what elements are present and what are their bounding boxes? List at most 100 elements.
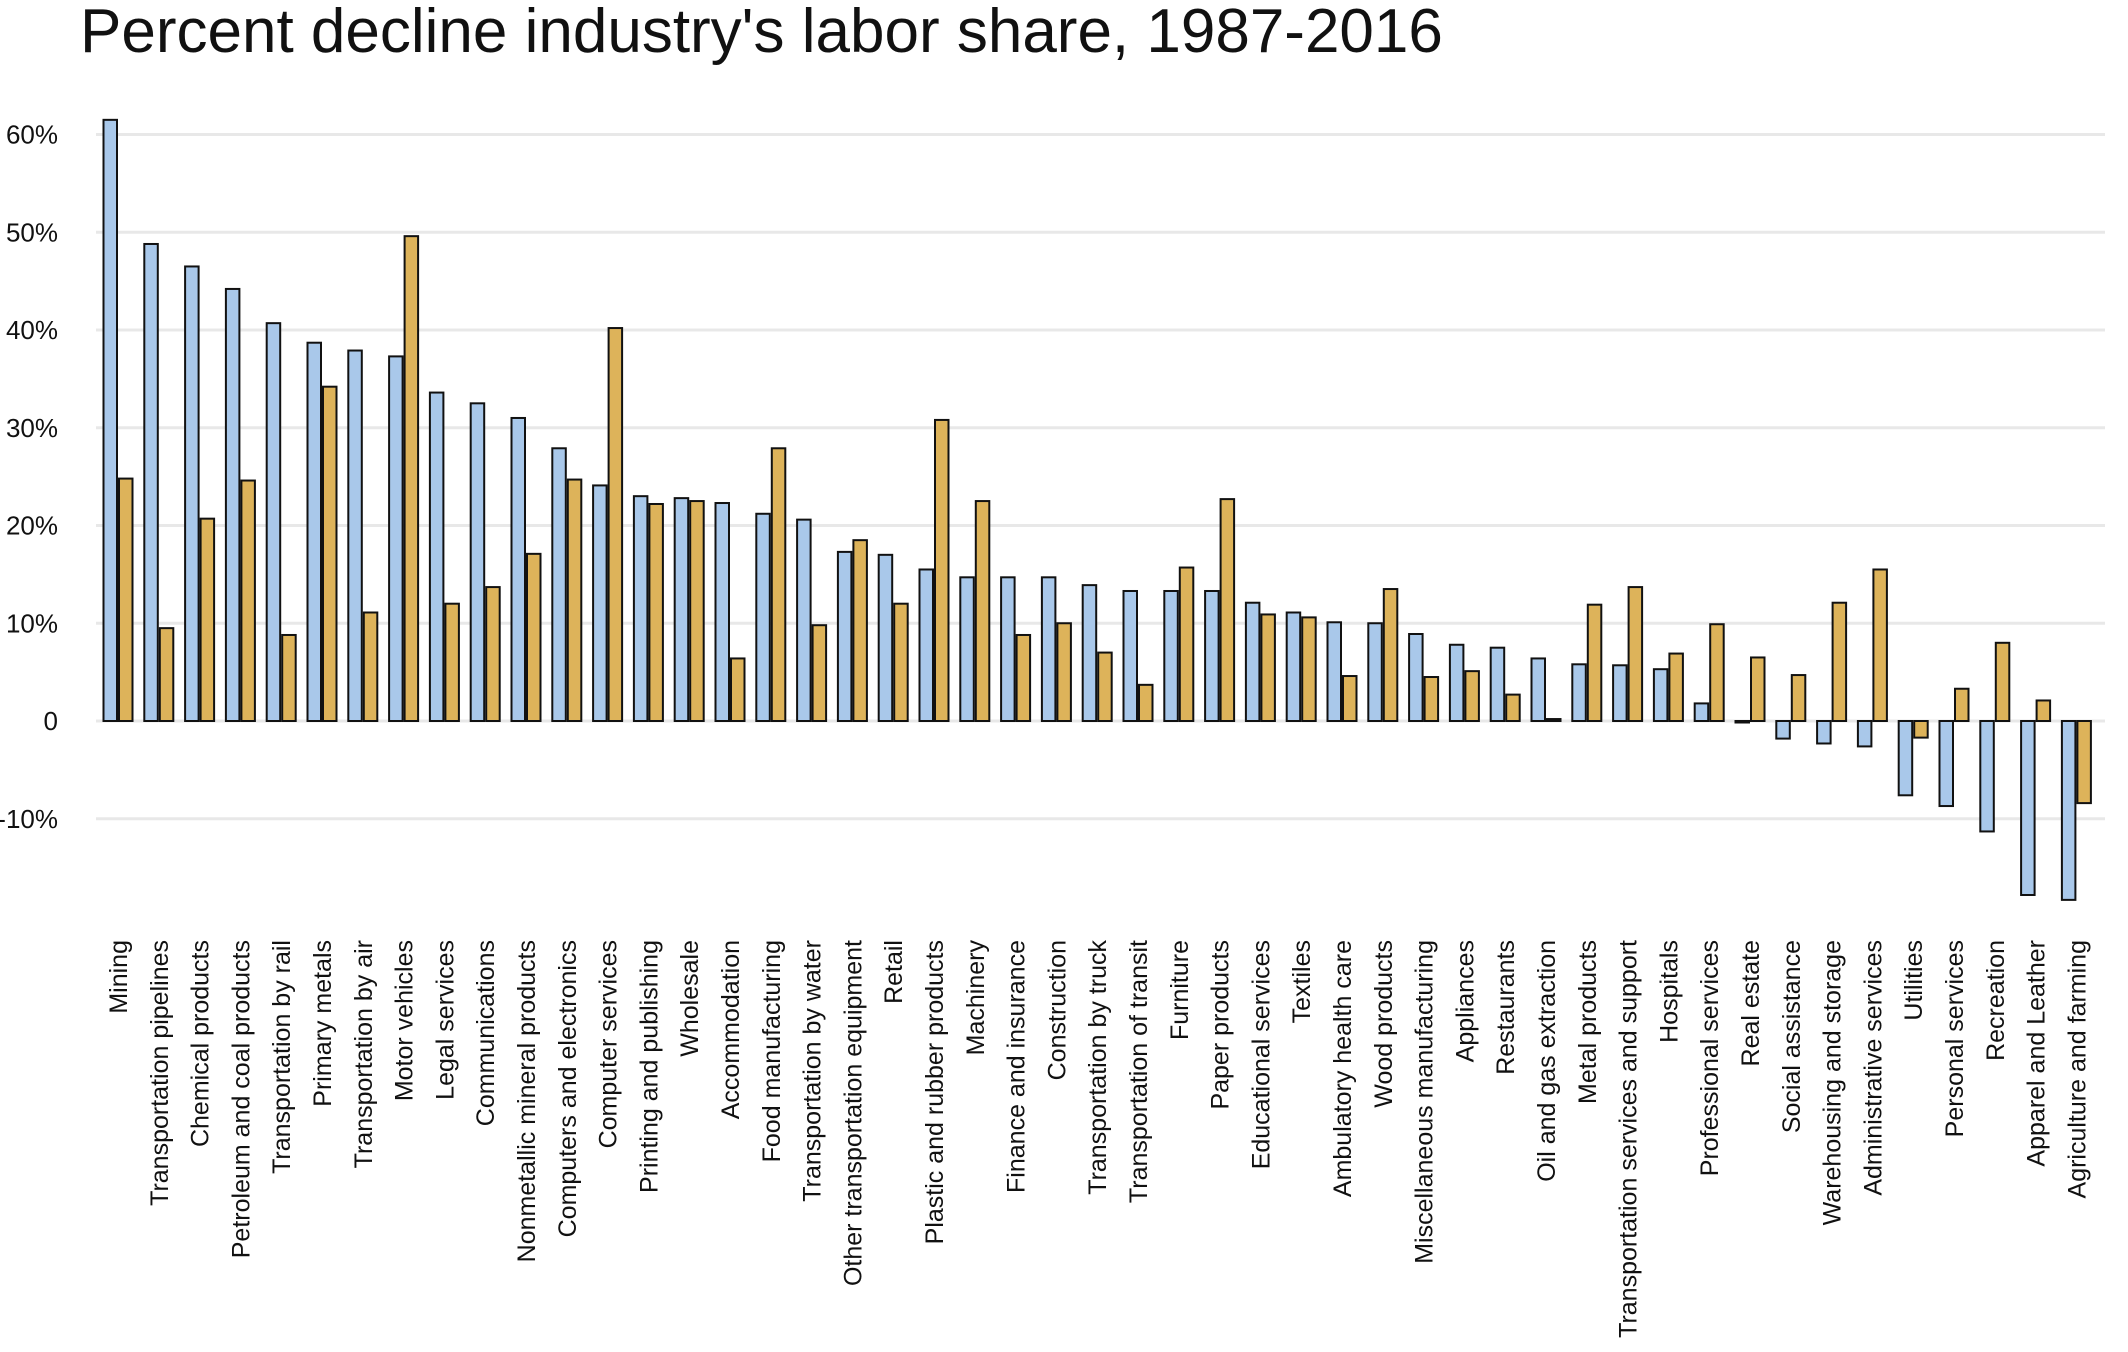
bar-series-2 <box>1913 720 1929 739</box>
bar-series-2 <box>1546 718 1562 722</box>
bar-series-2 <box>199 517 216 722</box>
bar-series-2 <box>1097 651 1113 723</box>
category-label: Apparel and Leather <box>2023 940 2051 1167</box>
category-label: Transportation by air <box>350 940 378 1168</box>
bar-series-1 <box>306 341 322 722</box>
bar-series-1 <box>1408 633 1424 722</box>
category-label: Nonmetallic mineral products <box>513 940 541 1262</box>
bar-series-2 <box>1831 601 1848 722</box>
bar-series-1 <box>551 447 567 722</box>
bar-series-2 <box>689 500 705 722</box>
category-label: Educational services <box>1247 940 1275 1169</box>
bar-series-2 <box>1260 613 1276 723</box>
bar-series-1 <box>510 416 526 722</box>
bar-series-2 <box>322 385 338 722</box>
category-label: Accommodation <box>717 940 745 1119</box>
category-label: Paper products <box>1207 940 1235 1110</box>
bar-series-1 <box>1122 589 1138 722</box>
bar-series-1 <box>1285 611 1302 722</box>
bar-series-2 <box>1954 687 1970 722</box>
bar-series-2 <box>1342 675 1358 722</box>
category-label: Computers and electronics <box>554 940 582 1237</box>
category-label: Machinery <box>962 940 990 1056</box>
bar-series-2 <box>1464 670 1480 723</box>
bar-series-1 <box>1244 601 1261 722</box>
bar-series-2 <box>607 327 624 722</box>
bar-series-2 <box>893 602 909 723</box>
bar-series-1 <box>1489 646 1506 722</box>
category-label: Other transportation equipment <box>839 940 867 1286</box>
y-tick-label: 10% <box>6 608 58 638</box>
bar-series-2 <box>566 478 583 722</box>
bar-series-1 <box>2060 720 2077 901</box>
bar-series-2 <box>1750 656 1766 723</box>
bar-series-2 <box>1668 652 1684 722</box>
category-label: Wholesale <box>676 940 704 1057</box>
y-tick-label: 40% <box>6 315 58 345</box>
bar-series-2 <box>526 552 542 722</box>
bar-series-2 <box>403 235 420 722</box>
category-label: Motor vehicles <box>391 940 419 1101</box>
bars <box>102 118 2092 901</box>
category-label: Transportation by water <box>799 940 827 1202</box>
bar-series-1 <box>224 287 241 722</box>
bar-series-1 <box>1448 643 1465 723</box>
bar-series-1 <box>1734 720 1750 724</box>
bar-series-2 <box>2035 699 2052 722</box>
bar-series-1 <box>469 402 486 722</box>
bar-series-2 <box>648 502 664 722</box>
bar-series-1 <box>143 242 159 722</box>
bar-series-2 <box>1586 603 1603 722</box>
bar-series-1 <box>673 497 690 722</box>
y-tick-label: 30% <box>6 413 58 443</box>
category-label: Appliances <box>1451 940 1479 1062</box>
category-label: Personal services <box>1941 940 1969 1137</box>
bar-series-1 <box>388 355 404 722</box>
bar-series-1 <box>1938 720 1954 808</box>
bar-series-2 <box>1994 641 2011 722</box>
bar-series-2 <box>852 539 868 722</box>
bar-series-2 <box>1138 683 1154 723</box>
bar-series-2 <box>362 611 379 722</box>
bar-series-1 <box>1612 664 1628 722</box>
category-label: Transportation by truck <box>1084 940 1112 1195</box>
bar-series-1 <box>184 265 200 722</box>
category-label: Food manufacturing <box>758 940 786 1162</box>
category-label: Social assistance <box>1778 940 1806 1133</box>
bar-series-1 <box>714 502 730 722</box>
category-label: Metal products <box>1574 940 1602 1104</box>
category-label: Hospitals <box>1655 940 1683 1043</box>
category-label: Professional services <box>1696 940 1724 1176</box>
bar-series-1 <box>1081 584 1098 722</box>
bar-series-1 <box>102 118 118 722</box>
bar-series-2 <box>1505 693 1521 722</box>
bar-series-1 <box>796 518 812 723</box>
bar-series-1 <box>1163 589 1179 722</box>
bar-series-1 <box>1652 668 1669 723</box>
category-label: Utilities <box>1900 940 1928 1021</box>
category-label: Petroleum and coal products <box>227 940 255 1258</box>
bar-series-2 <box>1219 498 1236 723</box>
bar-series-1 <box>428 391 445 722</box>
bar-series-1 <box>1897 720 1914 797</box>
category-label: Recreation <box>1982 940 2010 1061</box>
category-label: Furniture <box>1166 940 1194 1040</box>
bar-series-1 <box>1693 702 1710 723</box>
bar-series-1 <box>918 568 934 722</box>
bar-series-1 <box>1979 720 1995 833</box>
category-label: Oil and gas extraction <box>1533 940 1561 1182</box>
bar-series-2 <box>240 479 256 722</box>
bar-series-2 <box>811 624 828 723</box>
bar-series-2 <box>1627 586 1644 723</box>
category-label: Wood products <box>1370 940 1398 1108</box>
bar-series-1 <box>265 322 282 722</box>
bar-series-1 <box>1326 621 1342 723</box>
bar-series-2 <box>1301 616 1317 723</box>
category-label: Real estate <box>1737 940 1765 1066</box>
bar-series-1 <box>1571 663 1587 722</box>
bar-series-2 <box>281 633 297 722</box>
bar-series-1 <box>877 553 894 723</box>
bar-series-2 <box>118 477 134 722</box>
bar-series-1 <box>1040 576 1057 722</box>
